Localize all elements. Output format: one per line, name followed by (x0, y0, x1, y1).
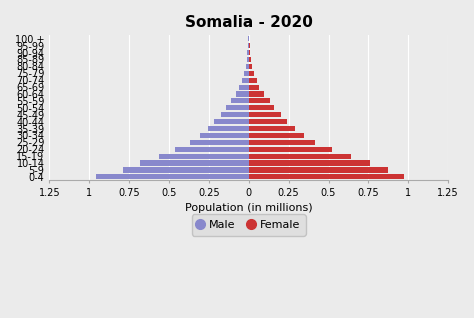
Bar (249, 50, 250, 55)
Bar (214, 119, 249, 124)
Bar (248, 43, 249, 48)
Bar (249, 105, 274, 110)
Bar (249, 174, 404, 179)
Bar (249, 98, 270, 103)
Bar (175, 147, 249, 152)
Bar (249, 133, 304, 138)
Bar (249, 43, 250, 48)
Bar (140, 161, 249, 166)
Bar (208, 126, 249, 131)
Bar (249, 71, 255, 76)
Bar (246, 64, 249, 69)
Bar (249, 57, 251, 62)
Bar (249, 154, 351, 159)
Bar (247, 50, 249, 55)
Bar (159, 154, 249, 159)
Bar (249, 85, 259, 90)
Bar (249, 161, 370, 166)
Bar (249, 147, 332, 152)
Bar (249, 119, 287, 124)
Bar (249, 112, 281, 117)
Bar (248, 36, 249, 41)
Bar (221, 112, 249, 117)
Bar (96, 174, 249, 179)
Bar (190, 140, 249, 145)
Legend: Male, Female: Male, Female (192, 214, 306, 236)
Bar (231, 98, 249, 103)
Bar (239, 85, 249, 90)
Bar (249, 126, 295, 131)
Title: Somalia - 2020: Somalia - 2020 (185, 15, 313, 30)
X-axis label: Population (in millions): Population (in millions) (185, 204, 312, 213)
Bar (246, 57, 249, 62)
Bar (200, 133, 249, 138)
Bar (249, 64, 252, 69)
Bar (249, 140, 315, 145)
Bar (244, 71, 249, 76)
Bar (236, 91, 249, 97)
Bar (249, 91, 264, 97)
Bar (249, 167, 388, 172)
Bar (242, 78, 249, 83)
Bar (123, 167, 249, 172)
Bar (249, 78, 257, 83)
Bar (227, 105, 249, 110)
